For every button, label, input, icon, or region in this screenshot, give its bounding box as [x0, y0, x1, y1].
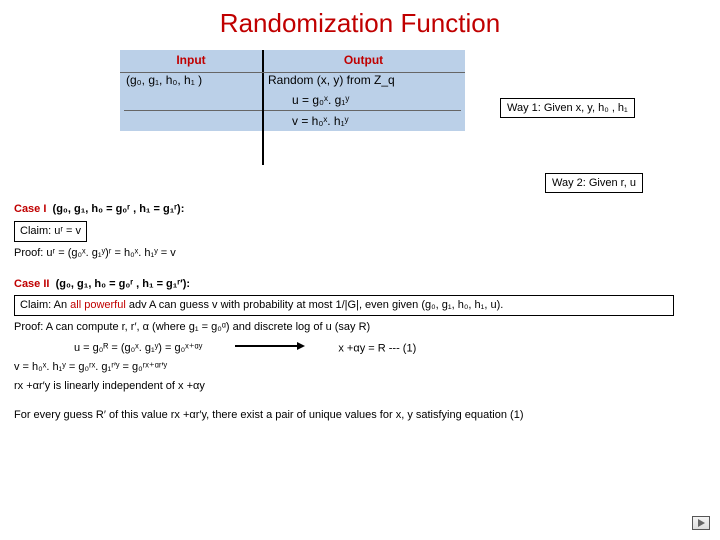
- content-body: Case I (g₀, g₁, h₀ = g₀ʳ , h₁ = g₁ʳ): Cl…: [14, 200, 706, 425]
- case1-claim: Claim: uʳ = v: [14, 221, 87, 242]
- io-table: Input Output (g₀, g₁, h₀, h₁ ) Random (x…: [120, 50, 465, 131]
- claim-red: all powerful: [70, 299, 126, 311]
- footer-text: For every guess R′ of this value rx +αr′…: [14, 408, 706, 423]
- table-divider: [262, 50, 264, 165]
- next-slide-button[interactable]: [692, 516, 710, 530]
- case1-cond: (g₀, g₁, h₀ = g₀ʳ , h₁ = g₁ʳ):: [53, 203, 185, 215]
- input-cell: (g₀, g₁, h₀, h₁ ): [120, 70, 262, 90]
- claim-pre: Claim: An: [20, 299, 70, 311]
- page-title: Randomization Function: [0, 0, 720, 39]
- case2-label: Case II: [14, 278, 49, 290]
- input-header: Input: [120, 50, 262, 70]
- way2-box: Way 2: Given r, u: [545, 173, 643, 193]
- table-hline1: [120, 72, 465, 73]
- claim-post: adv A can guess v with probability at mo…: [126, 299, 504, 311]
- output-u: u = g₀ˣ. g₁ʸ: [262, 90, 465, 110]
- eq-r: x +αy = R --- (1): [338, 342, 416, 354]
- case1-proof: Proof: uʳ = (g₀ˣ. g₁ʸ)ʳ = h₀ˣ. h₁ʸ = v: [14, 246, 706, 261]
- output-random: Random (x, y) from Z_q: [262, 70, 465, 90]
- eq-u: u = g₀ᴿ = (g₀ˣ. g₁ʸ) = g₀ˣ⁺ᵅʸ: [74, 342, 202, 354]
- case2-cond: (g₀, g₁, h₀ = g₀ʳ , h₁ = g₁ʳ′):: [56, 278, 190, 290]
- case1-label: Case I: [14, 203, 46, 215]
- indep: rx +αr′y is linearly independent of x +α…: [14, 379, 706, 394]
- eq-v: v = h₀ˣ. h₁ʸ = g₀ʳˣ. g₁ʳ′ʸ = g₀ʳˣ⁺ᵅʳ′ʸ: [14, 360, 706, 375]
- output-header: Output: [262, 50, 465, 70]
- case2-claim: Claim: An all powerful adv A can guess v…: [14, 295, 674, 316]
- case2-proof1: Proof: A can compute r, r′, α (where g₁ …: [14, 320, 706, 335]
- play-icon: [696, 518, 706, 528]
- output-v: v = h₀ˣ. h₁ʸ: [262, 111, 465, 131]
- way1-box: Way 1: Given x, y, h₀ , h₁: [500, 98, 635, 118]
- arrow-icon: [235, 341, 305, 356]
